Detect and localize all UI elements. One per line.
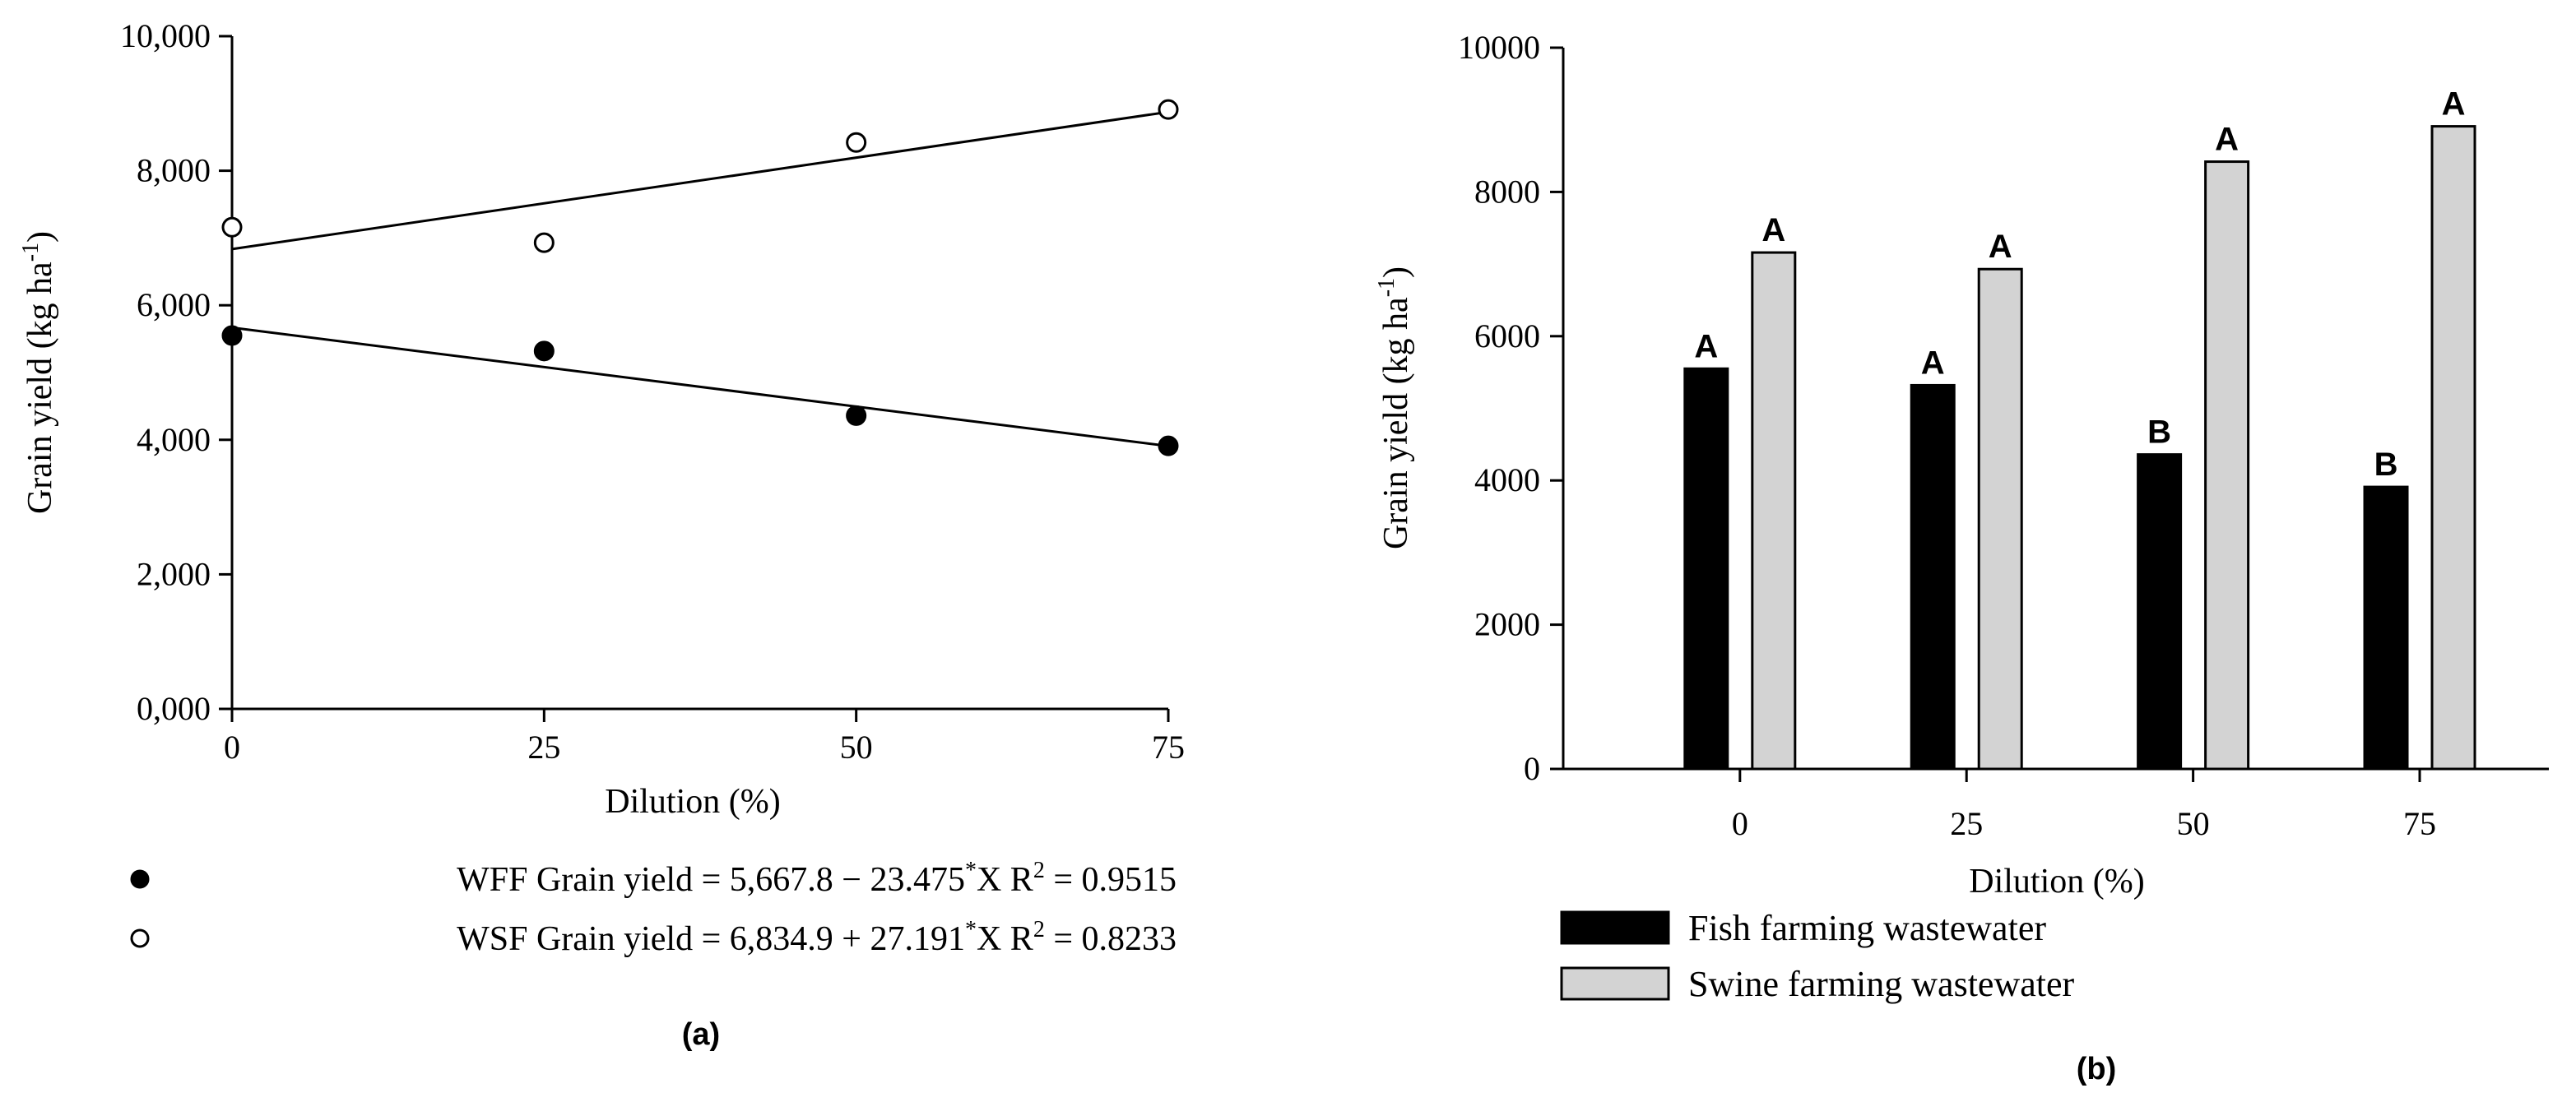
x-tick-label: 50 xyxy=(2177,805,2210,842)
bar-letter-label: A xyxy=(1989,229,2012,265)
equation-lhs: WSF Grain yield = 6,834.9 xyxy=(457,920,833,958)
regression-line-wsf xyxy=(231,110,1169,251)
data-point-wff xyxy=(1158,435,1179,456)
data-point-wsf xyxy=(221,216,243,238)
y-tick-label: 6000 xyxy=(1474,317,1540,354)
y-tick-label: 0 xyxy=(1524,750,1540,787)
bar-swine xyxy=(2430,125,2476,771)
equation-variable: X xyxy=(977,861,1001,899)
chart-panel-b: 0 2000 4000 6000 8000 10000 0 A A 25 A A 50 B A 75 B A Dil… xyxy=(1374,29,2549,1086)
legend-marker-wsf xyxy=(130,928,150,948)
data-point-wsf xyxy=(846,132,867,153)
legend-swatch-swine xyxy=(1560,966,1670,1001)
equation-lhs: WFF Grain yield = 5,667.8 xyxy=(457,861,833,899)
equation-r2-superscript: 2 xyxy=(1033,917,1045,942)
bar-letter-label: B xyxy=(2374,447,2398,483)
equation-r2-label: R xyxy=(1001,920,1033,958)
y-axis-label-superscript: -1 xyxy=(1374,278,1399,297)
equation-coefficient: 23.475 xyxy=(870,861,965,899)
bar-swine xyxy=(1751,251,1797,771)
equation-operator: − xyxy=(833,861,870,899)
y-tick-label: 10,000 xyxy=(120,17,211,54)
regression-line-wff xyxy=(231,326,1169,447)
x-tick-label: 25 xyxy=(527,729,560,766)
chart-panel-a: 0,000 2,000 4,000 6,000 8,000 10,000 0 25 50 75 Di… xyxy=(18,17,1185,1052)
equation-significance: * xyxy=(965,917,977,942)
y-axis-label-close: ) xyxy=(21,231,59,243)
data-point-wff xyxy=(221,325,243,346)
panel-label-b: (b) xyxy=(2077,1052,2117,1086)
x-tick-label: 75 xyxy=(2403,805,2436,842)
bar-letter-label: A xyxy=(1761,212,1785,248)
legend-label: Fish farming wastewater xyxy=(1688,908,2046,948)
y-tick-label: 8,000 xyxy=(137,152,211,189)
bar-fish xyxy=(1683,367,1729,771)
equation-coefficient: 27.191 xyxy=(870,920,965,958)
x-tick-label: 75 xyxy=(1152,729,1185,766)
bar-fish xyxy=(2363,485,2409,771)
legend-marker-wff xyxy=(130,869,150,889)
y-tick-label: 6,000 xyxy=(137,286,211,323)
legend-label: Swine farming wastewater xyxy=(1688,964,2075,1004)
y-tick-label: 4000 xyxy=(1474,461,1540,498)
y-axis-label-superscript: -1 xyxy=(18,243,44,262)
equation-variable: X xyxy=(977,920,1001,958)
equation-significance: * xyxy=(965,858,977,883)
equation-operator: + xyxy=(833,920,870,958)
bar-letter-label: B xyxy=(2147,414,2171,451)
x-tick-label: 50 xyxy=(840,729,873,766)
equation-r2-value: = 0.9515 xyxy=(1045,861,1177,899)
bar-fish xyxy=(1910,383,1956,771)
bar-letter-label: A xyxy=(1921,345,1945,381)
x-axis-label: Dilution (%) xyxy=(605,783,780,821)
equation-r2-superscript: 2 xyxy=(1033,858,1045,883)
panel-label-a: (a) xyxy=(682,1017,720,1052)
y-tick-label: 8000 xyxy=(1474,173,1540,210)
data-point-wsf xyxy=(1158,99,1179,120)
y-tick-label: 4,000 xyxy=(137,421,211,458)
y-tick-label: 2000 xyxy=(1474,606,1540,643)
y-axis-label-text: Grain yield (kg ha xyxy=(1377,297,1415,549)
x-axis-label: Dilution (%) xyxy=(1969,863,2144,901)
regression-equation-wsf: WSF Grain yield = 6,834.9 + 27.191*X R2 … xyxy=(457,917,1177,958)
y-tick-label: 2,000 xyxy=(137,555,211,592)
regression-equation-wff: WFF Grain yield = 5,667.8 − 23.475*X R2 … xyxy=(457,858,1177,899)
x-tick-label: 25 xyxy=(1950,805,1983,842)
bar-letter-label: A xyxy=(2215,122,2239,158)
bar-swine xyxy=(1977,267,2023,771)
data-point-wff xyxy=(533,340,555,362)
bar-swine xyxy=(2204,160,2250,771)
equation-r2-label: R xyxy=(1001,861,1033,899)
bar-letter-label: A xyxy=(1694,328,1718,364)
y-tick-label: 0,000 xyxy=(137,690,211,727)
y-axis-label: Grain yield (kg ha-1) xyxy=(1374,266,1415,549)
bar-letter-label: A xyxy=(2442,86,2466,123)
x-tick-label: 0 xyxy=(224,729,240,766)
data-point-wff xyxy=(846,405,867,426)
y-tick-label: 10000 xyxy=(1458,29,1540,66)
y-axis-label-text: Grain yield (kg ha xyxy=(21,262,59,514)
legend-swatch-fish xyxy=(1560,910,1670,945)
bar-fish xyxy=(2137,453,2183,771)
equation-r2-value: = 0.8233 xyxy=(1045,920,1177,958)
data-point-wsf xyxy=(533,232,555,253)
y-axis-label: Grain yield (kg ha-1) xyxy=(18,231,59,514)
x-tick-label: 0 xyxy=(1732,805,1748,842)
y-axis-label-close: ) xyxy=(1377,266,1415,278)
